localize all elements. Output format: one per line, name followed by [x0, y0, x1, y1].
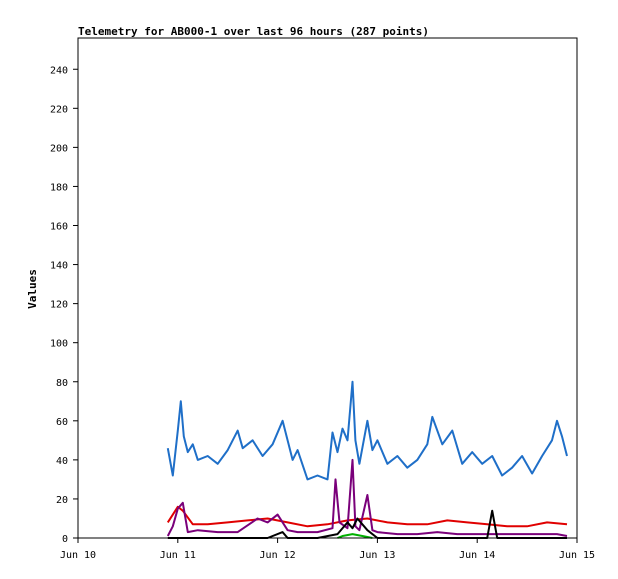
y-tick-label: 80	[56, 378, 68, 389]
y-tick-label: 60	[56, 417, 68, 428]
series-layer	[166, 380, 568, 539]
plot-frame	[77, 37, 578, 539]
x-tick-label: Jun 11	[160, 550, 196, 561]
y-axis-ticks: 0 20 40 60 80 100 120 140 160 180 200 220 240	[50, 65, 78, 545]
series-line-3	[166, 458, 568, 537]
x-tick-label: Jun 10	[60, 550, 96, 561]
series-line-5	[337, 533, 373, 539]
y-tick-label: 240	[50, 65, 68, 76]
series-line-4	[167, 509, 567, 539]
y-tick-label: 100	[50, 339, 68, 350]
y-tick-label: 180	[50, 182, 68, 193]
chart-title: Telemetry for AB000-1 over last 96 hours…	[78, 25, 429, 38]
x-tick-label: Jun 15	[559, 550, 595, 561]
x-tick-label: Jun 12	[260, 550, 296, 561]
y-tick-label: 140	[50, 261, 68, 272]
y-axis-label: Values	[26, 269, 39, 309]
y-tick-label: 0	[62, 534, 68, 545]
y-tick-label: 120	[50, 300, 68, 311]
y-tick-label: 220	[50, 104, 68, 115]
x-tick-label: Jun 13	[359, 550, 395, 561]
y-tick-label: 20	[56, 495, 68, 506]
x-axis-ticks: Jun 10 Jun 11 Jun 12 Jun 13 Jun 14 Jun 15	[60, 538, 595, 561]
y-tick-label: 40	[56, 456, 68, 467]
x-tick-label: Jun 14	[459, 550, 495, 561]
y-tick-label: 200	[50, 143, 68, 154]
y-tick-label: 160	[50, 222, 68, 233]
series-line-1	[166, 380, 568, 481]
